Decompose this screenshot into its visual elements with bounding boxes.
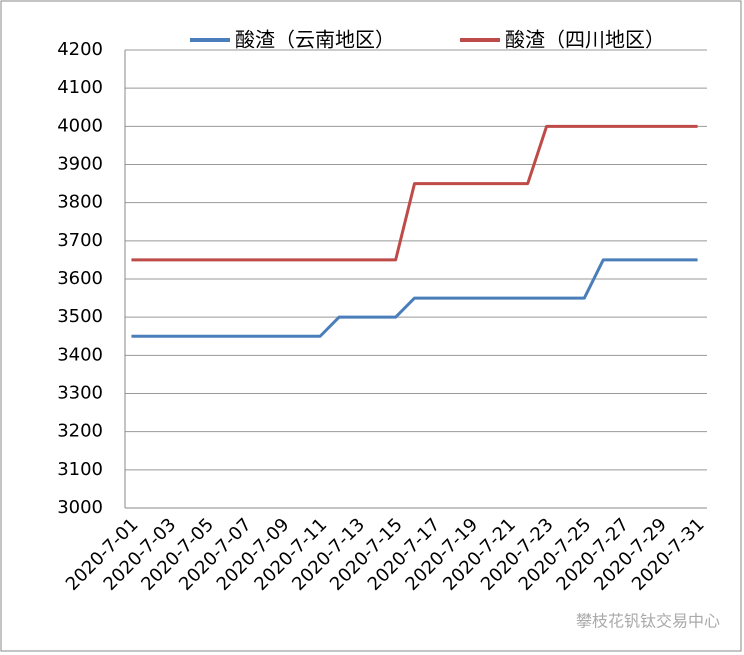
grid — [125, 49, 707, 509]
y-tick-label: 3700 — [57, 230, 103, 251]
y-tick-label: 3500 — [57, 306, 103, 327]
y-tick-label: 3200 — [57, 421, 103, 442]
series-line — [131, 124, 698, 262]
y-tick-label: 3000 — [57, 497, 103, 518]
series-line — [131, 258, 698, 338]
watermark: 攀枝花钒钛交易中心 — [576, 612, 720, 631]
y-tick-label: 4000 — [57, 115, 103, 136]
y-tick-label: 4100 — [57, 77, 103, 98]
y-tick-label: 3600 — [57, 268, 103, 289]
plot — [131, 124, 698, 338]
y-tick-label: 3400 — [57, 344, 103, 365]
y-tick-label: 4200 — [57, 39, 103, 60]
y-tick-label: 3300 — [57, 383, 103, 404]
legend-label: 酸渣（云南地区） — [235, 28, 395, 52]
y-tick-label: 3800 — [57, 192, 103, 213]
y-tick-label: 3900 — [57, 154, 103, 175]
y-tick-label: 3100 — [57, 459, 103, 480]
legend-label: 酸渣（四川地区） — [505, 28, 665, 52]
